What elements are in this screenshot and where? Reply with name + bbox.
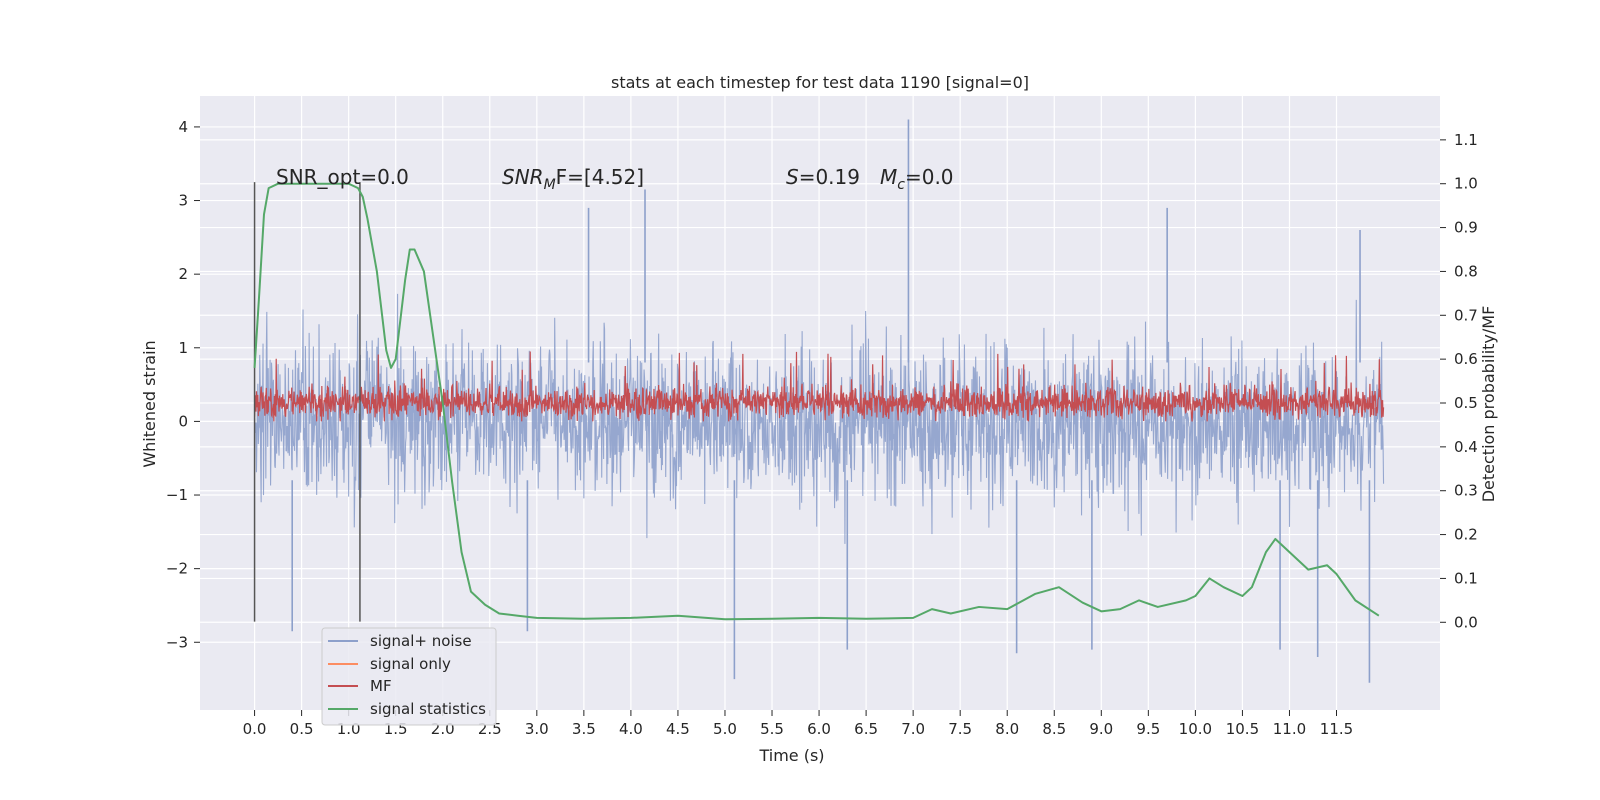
y-right-tick-label: 0.4: [1454, 438, 1478, 456]
x-tick-label: 11.5: [1320, 720, 1353, 738]
y-right-tick-label: 0.0: [1454, 613, 1478, 631]
x-tick-label: 10.5: [1226, 720, 1259, 738]
y-right-tick-label: 0.5: [1454, 394, 1478, 412]
x-tick-label: 9.5: [1136, 720, 1160, 738]
legend-label-signal-statistics: signal statistics: [370, 700, 486, 718]
x-tick-label: 3.0: [525, 720, 549, 738]
y-right-tick-label: 0.7: [1454, 306, 1478, 324]
x-tick-label: 6.0: [807, 720, 831, 738]
annotation-mc: Mc=0.0: [880, 165, 954, 193]
y-right-axis-label: Detection probability/MF: [1479, 306, 1498, 503]
x-tick-label: 8.0: [995, 720, 1019, 738]
y-left-tick-label: 3: [178, 192, 188, 210]
legend: signal+ noise signal only MF signal stat…: [321, 627, 497, 726]
y-right-tick-label: 0.6: [1454, 350, 1478, 368]
x-tick-label: 5.5: [760, 720, 784, 738]
y-left-tick-label: −3: [166, 633, 188, 651]
y-left-tick-label: 0: [178, 412, 188, 430]
y-right-tick-label: 1.1: [1454, 131, 1478, 149]
y-left-tick-label: 4: [178, 118, 188, 136]
signal-statistics-trace: [253, 182, 1380, 621]
annotation-s-symbol: S: [786, 165, 799, 189]
x-tick-label: 0.5: [290, 720, 314, 738]
x-tick-label: 3.5: [572, 720, 596, 738]
x-axis-ticks: 0.0 0.5 1.0 1.5 2.0 2.5 3.0 3.5 4.0 4.5 5.0 5.5 6.0 6…: [243, 710, 1353, 738]
x-tick-label: 7.5: [948, 720, 972, 738]
y-left-axis-ticks: 4 3 2 1 0 −1 −2 −3: [166, 118, 200, 651]
x-tick-label: 0.0: [243, 720, 267, 738]
series-signal-plus-noise: [254, 119, 1385, 683]
annotation-snr-mf-symbol: SNR: [502, 165, 544, 189]
y-left-tick-label: −1: [166, 486, 188, 504]
series-signal-statistics: [253, 182, 1380, 621]
annotation-mc-value: =0.0: [905, 165, 954, 189]
y-right-tick-label: 0.3: [1454, 482, 1478, 500]
annotation-s: S=0.19: [786, 165, 860, 189]
legend-label-mf: MF: [370, 677, 392, 695]
x-tick-label: 4.0: [619, 720, 643, 738]
y-left-axis-label: Whitened strain: [140, 340, 159, 467]
x-tick-label: 6.5: [854, 720, 878, 738]
x-tick-label: 7.0: [901, 720, 925, 738]
y-left-tick-label: −2: [166, 560, 188, 578]
x-tick-label: 10.0: [1179, 720, 1212, 738]
annotation-snr-opt: SNR_opt=0.0: [276, 165, 409, 189]
chart-title: stats at each timestep for test data 119…: [611, 73, 1029, 92]
annotation-mc-subscript: c: [897, 177, 905, 193]
x-tick-label: 8.5: [1042, 720, 1066, 738]
y-right-tick-label: 0.9: [1454, 219, 1478, 237]
annotation-snr-mf-subscript: M: [544, 177, 556, 193]
legend-label-signal-only: signal only: [370, 655, 451, 673]
y-right-tick-label: 0.2: [1454, 526, 1478, 544]
annotation-s-value: =0.19: [799, 165, 860, 189]
y-left-tick-label: 1: [178, 339, 188, 357]
annotation-mc-symbol: M: [880, 165, 897, 189]
y-left-tick-label: 2: [178, 265, 188, 283]
x-axis-label: Time (s): [758, 746, 824, 765]
y-right-tick-label: 1.0: [1454, 175, 1478, 193]
noise-trace: [254, 293, 1385, 544]
x-tick-label: 5.0: [713, 720, 737, 738]
x-tick-label: 11.0: [1273, 720, 1306, 738]
vertical-marker-lines: [253, 182, 361, 622]
y-right-axis-ticks: 1.1 1.0 0.9 0.8 0.7 0.6 0.5 0.4 0.3 0.2 0.1 0.0: [1440, 131, 1478, 631]
y-right-tick-label: 0.8: [1454, 262, 1478, 280]
annotation-snr-mf: SNRMF=[4.52]: [502, 165, 644, 193]
legend-label-signal-plus-noise: signal+ noise: [370, 632, 472, 650]
y-right-tick-label: 0.1: [1454, 569, 1478, 587]
annotation-snr-mf-value: F=[4.52]: [556, 165, 644, 189]
x-tick-label: 9.0: [1089, 720, 1113, 738]
legend-box: [321, 627, 497, 726]
x-tick-label: 4.5: [666, 720, 690, 738]
